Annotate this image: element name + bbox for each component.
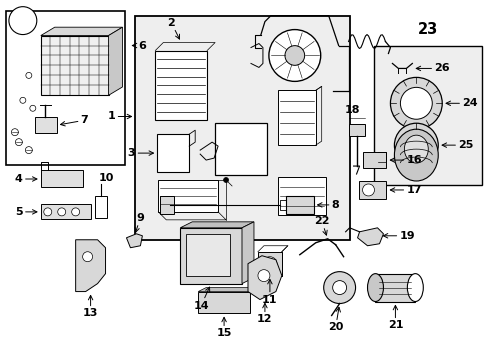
- Bar: [41, 204, 90, 219]
- Bar: [277, 177, 325, 215]
- Ellipse shape: [404, 135, 427, 163]
- Polygon shape: [242, 222, 253, 284]
- Text: 4: 4: [15, 174, 37, 184]
- Text: 15: 15: [216, 318, 231, 338]
- Circle shape: [30, 105, 36, 111]
- Circle shape: [389, 77, 441, 129]
- Ellipse shape: [407, 274, 423, 302]
- Bar: [94, 196, 106, 218]
- Text: 9: 9: [135, 213, 144, 232]
- Circle shape: [58, 208, 65, 216]
- Text: 2: 2: [167, 18, 179, 39]
- Text: 8: 8: [317, 200, 339, 210]
- Text: 16: 16: [389, 155, 421, 165]
- Bar: [157, 134, 189, 172]
- Bar: [348, 124, 364, 136]
- Bar: [155, 50, 207, 120]
- Text: 1: 1: [107, 112, 131, 121]
- Circle shape: [9, 7, 37, 35]
- Circle shape: [20, 97, 26, 103]
- Circle shape: [394, 123, 437, 167]
- Ellipse shape: [394, 129, 437, 181]
- Text: 10: 10: [99, 173, 114, 183]
- Bar: [277, 90, 315, 145]
- Circle shape: [263, 257, 276, 271]
- Text: 19: 19: [383, 231, 414, 241]
- Text: 22: 22: [313, 216, 329, 235]
- Circle shape: [72, 208, 80, 216]
- Polygon shape: [76, 240, 105, 292]
- Bar: [258, 252, 281, 276]
- Circle shape: [332, 280, 346, 294]
- Bar: [6, 11, 125, 165]
- Bar: [358, 181, 386, 199]
- Text: 17: 17: [389, 185, 421, 195]
- Text: 12: 12: [257, 303, 272, 324]
- Polygon shape: [357, 228, 383, 246]
- Bar: [374, 45, 481, 185]
- Bar: [135, 15, 349, 240]
- Polygon shape: [108, 27, 122, 95]
- Bar: [41, 170, 82, 187]
- Bar: [158, 180, 218, 212]
- Polygon shape: [126, 234, 142, 248]
- Text: 18: 18: [344, 105, 360, 115]
- Polygon shape: [180, 222, 253, 228]
- Bar: [375, 274, 414, 302]
- Circle shape: [11, 129, 19, 136]
- Bar: [198, 292, 249, 314]
- Circle shape: [15, 139, 22, 146]
- Circle shape: [82, 252, 92, 262]
- Text: 13: 13: [83, 296, 98, 319]
- Ellipse shape: [367, 274, 383, 302]
- Bar: [215, 123, 266, 175]
- Bar: [285, 196, 313, 214]
- Text: 21: 21: [387, 305, 402, 330]
- Text: 26: 26: [415, 63, 449, 73]
- Text: 7: 7: [61, 115, 88, 126]
- Text: 14: 14: [193, 287, 209, 311]
- Circle shape: [25, 147, 32, 154]
- Bar: [160, 196, 174, 214]
- Text: 20: 20: [327, 307, 343, 332]
- Polygon shape: [198, 288, 258, 292]
- Text: 6: 6: [132, 41, 146, 50]
- Circle shape: [258, 270, 269, 282]
- Bar: [362, 152, 386, 168]
- Circle shape: [285, 46, 304, 65]
- Text: 11: 11: [262, 279, 277, 305]
- Circle shape: [268, 30, 320, 81]
- Bar: [41, 36, 108, 95]
- Polygon shape: [41, 27, 122, 36]
- Circle shape: [400, 87, 431, 119]
- Circle shape: [362, 184, 374, 196]
- Circle shape: [223, 177, 228, 183]
- Text: 23: 23: [417, 22, 438, 37]
- Circle shape: [44, 208, 52, 216]
- Circle shape: [26, 72, 32, 78]
- Bar: [35, 117, 57, 133]
- Text: 24: 24: [445, 98, 477, 108]
- Circle shape: [323, 272, 355, 303]
- Bar: [186, 234, 229, 276]
- Text: 25: 25: [441, 140, 472, 150]
- Bar: [180, 228, 242, 284]
- Text: 5: 5: [15, 207, 37, 217]
- Polygon shape: [247, 256, 281, 300]
- Circle shape: [404, 133, 427, 157]
- Text: 3: 3: [127, 148, 153, 158]
